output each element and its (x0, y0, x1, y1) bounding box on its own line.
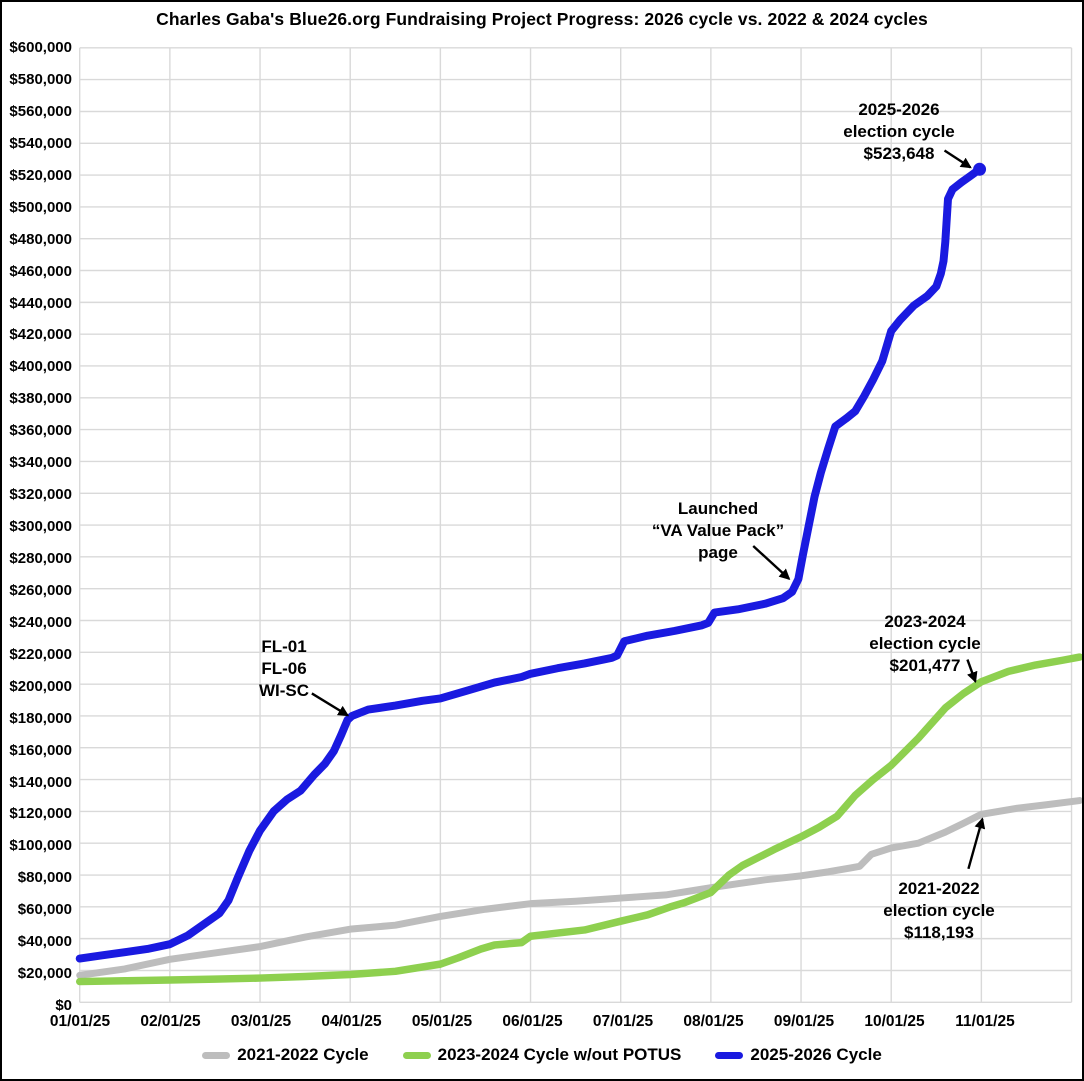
y-axis-tick-label: $120,000 (9, 805, 72, 823)
x-axis-tick-label: 07/01/25 (592, 1013, 654, 1030)
annotation-arrow-cycle-2024 (966, 659, 978, 684)
series-line-2021-2022-cycle (76, 797, 1082, 979)
y-axis-tick-label: $420,000 (9, 326, 72, 344)
y-axis-tick-label: $460,000 (9, 262, 72, 280)
x-axis-tick-label: 11/01/25 (955, 1013, 1015, 1030)
y-axis-tick-label: $40,000 (17, 933, 72, 951)
y-axis-tick-label: $280,000 (9, 549, 72, 567)
y-axis-tick-label: $580,000 (9, 70, 72, 88)
y-axis-tick-label: $320,000 (9, 486, 72, 504)
x-axis-tick-label: 09/01/25 (773, 1013, 835, 1030)
y-axis-tick-label: $240,000 (9, 613, 72, 631)
y-axis-tick-label: $560,000 (9, 102, 72, 120)
y-axis-tick-label: $20,000 (17, 965, 72, 983)
annotation-fl-wi-specials: FL-01 FL-06 WI-SC (259, 636, 309, 702)
x-axis-tick-label: 10/01/25 (864, 1013, 925, 1030)
legend-line-swatch (202, 1051, 231, 1059)
annotation-line: $201,477 (889, 656, 961, 675)
y-axis-tick-label: $220,000 (9, 645, 72, 663)
legend-item-2025-2026-cycle: 2025-2026 Cycle (715, 1045, 882, 1065)
annotation-line: $523,648 (863, 144, 935, 163)
series-lines (75, 162, 1082, 986)
y-axis-tick-label: $160,000 (9, 741, 72, 759)
y-axis-tick-label: $260,000 (9, 581, 72, 599)
x-axis-tick-label: 05/01/25 (411, 1013, 473, 1030)
legend-label: 2021-2022 Cycle (237, 1045, 369, 1064)
legend-item-2021-2022-cycle: 2021-2022 Cycle (202, 1045, 369, 1065)
y-axis-tick-label: $520,000 (9, 166, 72, 184)
chart-title: Charles Gaba's Blue26.org Fundraising Pr… (156, 9, 928, 29)
annotation-arrow-va-value-pack (752, 545, 791, 580)
y-axis-tick-label: $480,000 (9, 230, 72, 248)
annotation-line: FL-01 (261, 637, 307, 656)
annotation-cycle-2024: 2023-2024 election cycle $201,477 (869, 611, 981, 677)
series-line-2025-2026-cycle (75, 165, 984, 963)
annotation-arrow-fl-wi-specials (311, 692, 350, 717)
annotation-cycle-2022: 2021-2022 election cycle $118,193 (883, 878, 995, 944)
series-end-dot (973, 162, 987, 176)
y-axis-tick-label: $200,000 (9, 677, 72, 695)
annotation-line: “VA Value Pack” (651, 521, 785, 540)
annotation-arrow-cycle-2026 (943, 149, 972, 169)
legend-label: 2025-2026 Cycle (750, 1045, 882, 1064)
legend: 2021-2022 Cycle 2023-2024 Cycle w/out POT… (2, 1045, 1082, 1065)
legend-line-swatch (715, 1051, 744, 1059)
x-axis-tick-label: 06/01/25 (502, 1013, 563, 1030)
annotation-line: election cycle (869, 634, 981, 653)
series-line-2023-2024-cycle-w-out-potus (75, 653, 1082, 986)
x-axis-tick-label: 03/01/25 (230, 1013, 292, 1030)
gridlines (79, 47, 1073, 1003)
annotation-line: WI-SC (258, 681, 310, 700)
y-axis-tick-label: $500,000 (9, 198, 72, 216)
y-axis-tick-label: $60,000 (17, 901, 72, 919)
annotation-va-value-pack: Launched “VA Value Pack” page (652, 498, 784, 564)
y-axis-tick-label: $80,000 (17, 869, 72, 887)
annotation-line: 2021-2022 (898, 879, 980, 898)
y-axis-tick-label: $440,000 (9, 294, 72, 312)
y-axis-tick-label: $300,000 (9, 518, 72, 535)
annotation-arrows (311, 149, 986, 870)
annotation-line: $118,193 (904, 923, 974, 942)
y-axis-tick-label: $600,000 (9, 39, 72, 56)
x-axis-tick-label: 02/01/25 (140, 1013, 201, 1030)
y-axis-tick-label: $140,000 (9, 773, 72, 791)
annotation-cycle-2026: 2025-2026 election cycle $523,648 (843, 99, 955, 165)
y-axis-tick-label: $100,000 (9, 837, 72, 855)
x-axis-tick-label: 04/01/25 (321, 1013, 382, 1030)
annotation-line: FL-06 (261, 659, 307, 678)
x-axis-tick-label: 01/01/25 (49, 1013, 111, 1030)
y-axis-tick-label: $180,000 (9, 709, 72, 727)
x-axis-tick-label: 08/01/25 (683, 1013, 744, 1030)
annotation-arrow-cycle-2022 (967, 817, 986, 870)
annotation-line: election cycle (843, 122, 955, 141)
annotation-line: page (698, 543, 738, 562)
annotation-line: Launched (677, 499, 759, 518)
y-axis-tick-label: $340,000 (9, 454, 72, 472)
annotation-line: 2025-2026 (858, 100, 940, 119)
y-axis-tick-label: $400,000 (9, 358, 72, 376)
y-axis-tick-label: $0 (55, 997, 72, 1014)
legend-line-swatch (402, 1051, 431, 1059)
y-axis-tick-label: $360,000 (9, 422, 72, 440)
y-axis-tick-label: $380,000 (9, 390, 72, 408)
y-axis-tick-label: $540,000 (9, 134, 72, 152)
annotation-line: 2023-2024 (884, 612, 966, 631)
annotation-line: election cycle (883, 901, 995, 920)
legend-label: 2023-2024 Cycle w/out POTUS (437, 1045, 682, 1064)
legend-item-2023-2024-cycle-w-out-potus: 2023-2024 Cycle w/out POTUS (402, 1045, 682, 1065)
